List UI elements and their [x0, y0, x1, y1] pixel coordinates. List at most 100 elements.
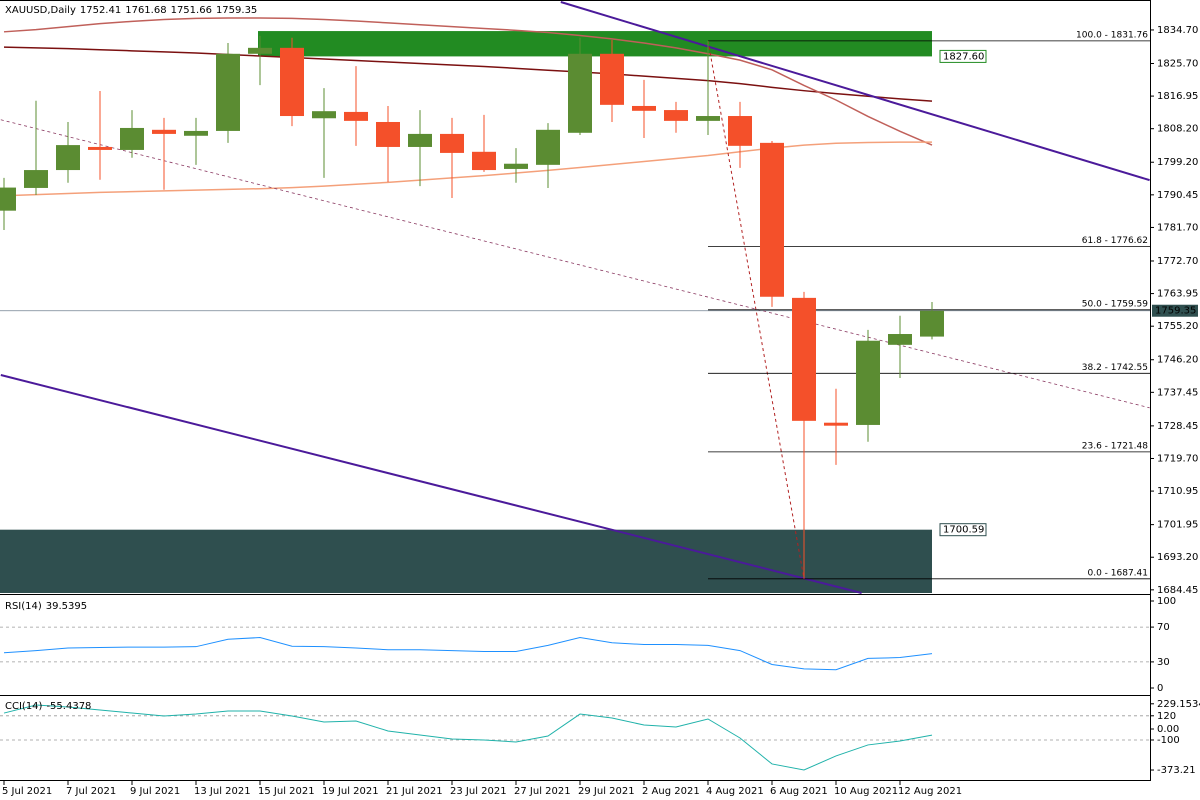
x-tick-label: 10 Aug 2021 — [834, 786, 898, 797]
ohlc-value: 1761.68 — [125, 5, 166, 16]
ohlc-value: 1752.41 — [80, 5, 121, 16]
y-tick-label: 1728.45 — [1157, 421, 1198, 432]
y-tick-label: 1825.70 — [1157, 58, 1198, 69]
indicator-title: RSI(14) — [5, 601, 42, 612]
zone — [258, 31, 932, 57]
indicator-header: RSI(14) 39.5395 — [5, 601, 87, 612]
trendline — [560, 1, 1150, 182]
indicator-line — [3, 704, 933, 771]
candle-body — [24, 170, 48, 188]
moving-average — [3, 46, 933, 102]
y-tick-label: 70 — [1157, 622, 1170, 633]
x-tick-label: 21 Jul 2021 — [386, 786, 443, 797]
candle-body — [0, 187, 16, 211]
indicator-value: 39.5395 — [46, 601, 87, 612]
y-tick-label: 1746.20 — [1157, 355, 1198, 366]
fib-label: 50.0 - 1759.59 — [1082, 299, 1148, 309]
candle-body — [664, 110, 688, 121]
candle-body — [920, 310, 944, 337]
zone — [0, 529, 932, 593]
y-tick-label: 1834.70 — [1157, 25, 1198, 36]
zone-label-box — [939, 523, 987, 537]
candle-body — [696, 116, 720, 121]
candle-body — [792, 297, 816, 421]
x-tick-label: 29 Jul 2021 — [578, 786, 635, 797]
x-tick-label: 15 Jul 2021 — [258, 786, 315, 797]
fib-label: 0.0 - 1687.41 — [1088, 568, 1149, 578]
y-tick-label: 120 — [1157, 711, 1176, 722]
last-price-box — [1152, 304, 1198, 317]
candle-body — [760, 142, 784, 297]
y-tick-label: 0.00 — [1157, 724, 1179, 735]
candle-body — [632, 105, 656, 111]
x-tick-label: 4 Aug 2021 — [706, 786, 764, 797]
y-tick-label: 1790.45 — [1157, 190, 1198, 201]
ohlc-value: 1751.66 — [171, 5, 212, 16]
candle-body — [824, 422, 848, 426]
y-tick-label: 1737.45 — [1157, 387, 1198, 398]
candle-body — [152, 129, 176, 134]
candle-body — [536, 129, 560, 165]
x-tick-label: 12 Aug 2021 — [898, 786, 962, 797]
chart-header: XAUUSD,Daily 1752.41 1761.68 1751.66 1759.35 — [5, 5, 257, 16]
candle-body — [504, 163, 528, 169]
y-tick-label: -373.21 — [1157, 765, 1196, 776]
candle-body — [280, 47, 304, 117]
fib-label: 38.2 - 1742.55 — [1082, 363, 1148, 373]
y-tick-label: -100 — [1157, 735, 1180, 746]
y-tick-label: 1693.20 — [1157, 552, 1198, 563]
y-tick-label: 1799.20 — [1157, 157, 1198, 168]
last-price-label: 1759.35 — [1155, 306, 1196, 317]
x-tick-label: 19 Jul 2021 — [322, 786, 379, 797]
y-tick-label: 1808.20 — [1157, 124, 1198, 135]
y-tick-label: 1684.45 — [1157, 585, 1198, 596]
fib-label: 23.6 - 1721.48 — [1082, 441, 1148, 451]
indicator-value: -55.4378 — [46, 701, 91, 712]
candle-body — [728, 116, 752, 146]
candle-body — [600, 53, 624, 105]
x-tick-label: 23 Jul 2021 — [450, 786, 507, 797]
trendline — [0, 374, 862, 594]
x-tick-label: 9 Jul 2021 — [130, 786, 180, 797]
x-tick-label: 27 Jul 2021 — [514, 786, 571, 797]
candle-body — [88, 146, 112, 150]
candle-body — [408, 133, 432, 147]
x-tick-label: 6 Aug 2021 — [770, 786, 828, 797]
x-tick-label: 13 Jul 2021 — [194, 786, 251, 797]
y-tick-label: 1719.70 — [1157, 453, 1198, 464]
indicator-header: CCI(14) -55.4378 — [5, 701, 91, 712]
candle-body — [568, 53, 592, 133]
fib-label: 100.0 - 1831.76 — [1076, 30, 1148, 40]
candle-body — [440, 133, 464, 153]
moving-average — [3, 17, 933, 146]
y-tick-label: 1781.70 — [1157, 222, 1198, 233]
y-tick-label: 100 — [1157, 596, 1176, 607]
x-tick-label: 5 Jul 2021 — [2, 786, 52, 797]
y-tick-label: 229.1534 — [1157, 699, 1200, 710]
zone-label: 1700.59 — [943, 525, 984, 536]
indicator-line — [3, 637, 933, 671]
fib-label: 61.8 - 1776.62 — [1082, 236, 1148, 246]
candle-body — [120, 127, 144, 150]
x-tick-label: 2 Aug 2021 — [642, 786, 700, 797]
indicator-title: CCI(14) — [5, 701, 43, 712]
zone-label: 1827.60 — [943, 51, 984, 62]
y-tick-label: 1701.95 — [1157, 520, 1198, 531]
chart-title: XAUUSD,Daily — [5, 5, 76, 16]
y-tick-label: 1710.95 — [1157, 486, 1198, 497]
candle-body — [856, 340, 880, 425]
trendline — [0, 119, 1150, 409]
candle-body — [888, 334, 912, 345]
candle-body — [184, 130, 208, 136]
candle-body — [56, 145, 80, 171]
y-tick-label: 1763.95 — [1157, 289, 1198, 300]
y-tick-label: 30 — [1157, 657, 1170, 668]
x-tick-label: 7 Jul 2021 — [66, 786, 116, 797]
y-tick-label: 1755.20 — [1157, 321, 1198, 332]
y-tick-label: 0 — [1157, 683, 1163, 694]
candle-body — [472, 151, 496, 171]
candle-body — [344, 111, 368, 121]
fib-anchor-line — [707, 40, 805, 579]
